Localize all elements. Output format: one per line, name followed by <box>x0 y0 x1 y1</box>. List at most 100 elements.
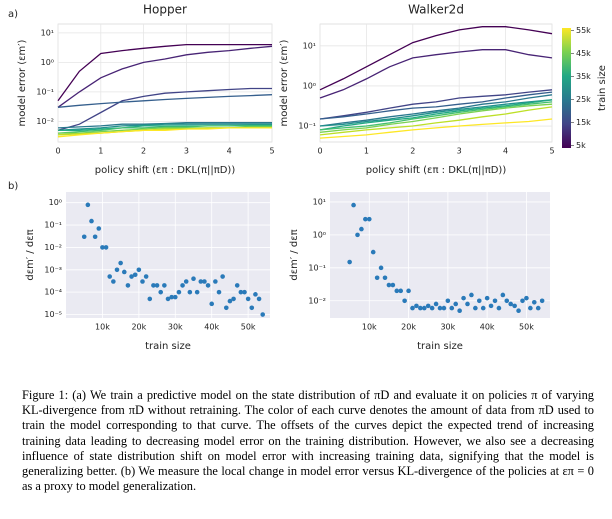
line <box>57 45 273 108</box>
colorbar-tick-label: 15k <box>576 118 591 127</box>
x-tick-label: 0 <box>55 147 60 156</box>
point <box>172 294 178 300</box>
x-tick-label: 0 <box>317 147 322 156</box>
point <box>531 299 537 305</box>
point <box>453 301 459 307</box>
line <box>319 106 553 136</box>
point <box>118 260 123 266</box>
y-tick-label: 10⁻⁵ <box>44 310 62 319</box>
x-tick-label: 40k <box>480 323 495 332</box>
point <box>238 289 244 295</box>
point <box>183 279 189 284</box>
chart-title: Walker2d <box>408 3 464 17</box>
point <box>202 279 207 284</box>
point <box>528 305 533 311</box>
chart-title: Hopper <box>143 3 187 17</box>
point <box>103 245 109 250</box>
x-tick-label: 4 <box>227 147 232 156</box>
point <box>421 305 427 311</box>
point <box>253 292 258 297</box>
point <box>154 283 160 288</box>
colorbar-tick-label: 45k <box>576 49 591 58</box>
point <box>209 301 215 307</box>
x-axis-label: policy shift (επ : DKL(π||πD)) <box>95 165 236 176</box>
point <box>162 283 167 288</box>
point <box>410 305 415 311</box>
y-tick-label: 10⁻¹ <box>308 263 326 272</box>
point <box>140 279 145 284</box>
point <box>187 289 193 295</box>
point <box>378 265 384 271</box>
point <box>429 305 435 311</box>
point <box>480 305 486 311</box>
x-tick-label: 2 <box>410 147 415 156</box>
line <box>57 125 272 134</box>
line <box>319 99 553 131</box>
point <box>85 202 91 208</box>
panel-label: a) <box>8 9 18 20</box>
point <box>132 272 138 278</box>
line <box>319 99 553 127</box>
y-tick-label: 10¹ <box>313 197 326 206</box>
x-tick-label: 10k <box>95 323 110 332</box>
x-axis-label: train size <box>145 341 191 352</box>
point <box>508 301 514 307</box>
point <box>465 301 470 307</box>
point <box>476 298 482 304</box>
point <box>165 296 171 302</box>
y-tick-label: 10⁰ <box>41 58 54 67</box>
point <box>256 296 262 302</box>
point <box>359 226 364 232</box>
y-tick-label: 10⁻² <box>36 117 54 126</box>
y-tick-label: 10⁻⁴ <box>44 288 62 297</box>
point <box>111 279 116 284</box>
line <box>319 101 553 131</box>
point <box>398 288 404 294</box>
x-tick-label: 50k <box>241 323 256 332</box>
point <box>370 249 376 255</box>
y-tick-label: 10¹ <box>41 28 54 37</box>
colorbar-tick-label: 5k <box>576 141 586 150</box>
point <box>516 308 521 313</box>
line <box>319 89 553 120</box>
point <box>390 282 396 288</box>
caption: Figure 1: (a) We train a predictive mode… <box>22 388 594 494</box>
y-tick-label: 10⁰ <box>303 81 316 90</box>
line <box>319 26 553 91</box>
y-tick-label: 10⁻¹ <box>298 122 316 131</box>
point <box>524 295 529 301</box>
line <box>57 87 272 131</box>
x-tick-label: 1 <box>364 147 369 156</box>
point <box>151 283 156 288</box>
point <box>180 283 185 288</box>
line <box>57 127 272 138</box>
x-axis-label: train size <box>417 341 463 352</box>
point <box>205 283 211 288</box>
line <box>57 43 272 102</box>
point <box>143 274 149 279</box>
point <box>414 303 419 309</box>
x-tick-label: 3 <box>184 147 189 156</box>
point <box>191 276 196 281</box>
point <box>158 289 164 295</box>
point <box>484 295 490 301</box>
point <box>198 279 204 284</box>
y-tick-label: 10⁰ <box>49 198 62 207</box>
y-axis-label: dεm′ / dεπ <box>289 229 300 280</box>
y-tick-label: 10⁻² <box>308 296 326 305</box>
point <box>245 296 251 302</box>
x-tick-label: 5 <box>269 147 274 156</box>
x-tick-label: 1 <box>98 147 103 156</box>
line <box>319 91 553 120</box>
x-tick-label: 40k <box>204 323 219 332</box>
point <box>147 296 153 302</box>
point <box>425 303 431 309</box>
point <box>504 298 510 304</box>
x-tick-label: 30k <box>168 323 183 332</box>
point <box>220 274 225 279</box>
x-tick-label: 10k <box>362 323 377 332</box>
line <box>319 103 553 133</box>
point <box>176 289 182 295</box>
point <box>100 245 105 250</box>
